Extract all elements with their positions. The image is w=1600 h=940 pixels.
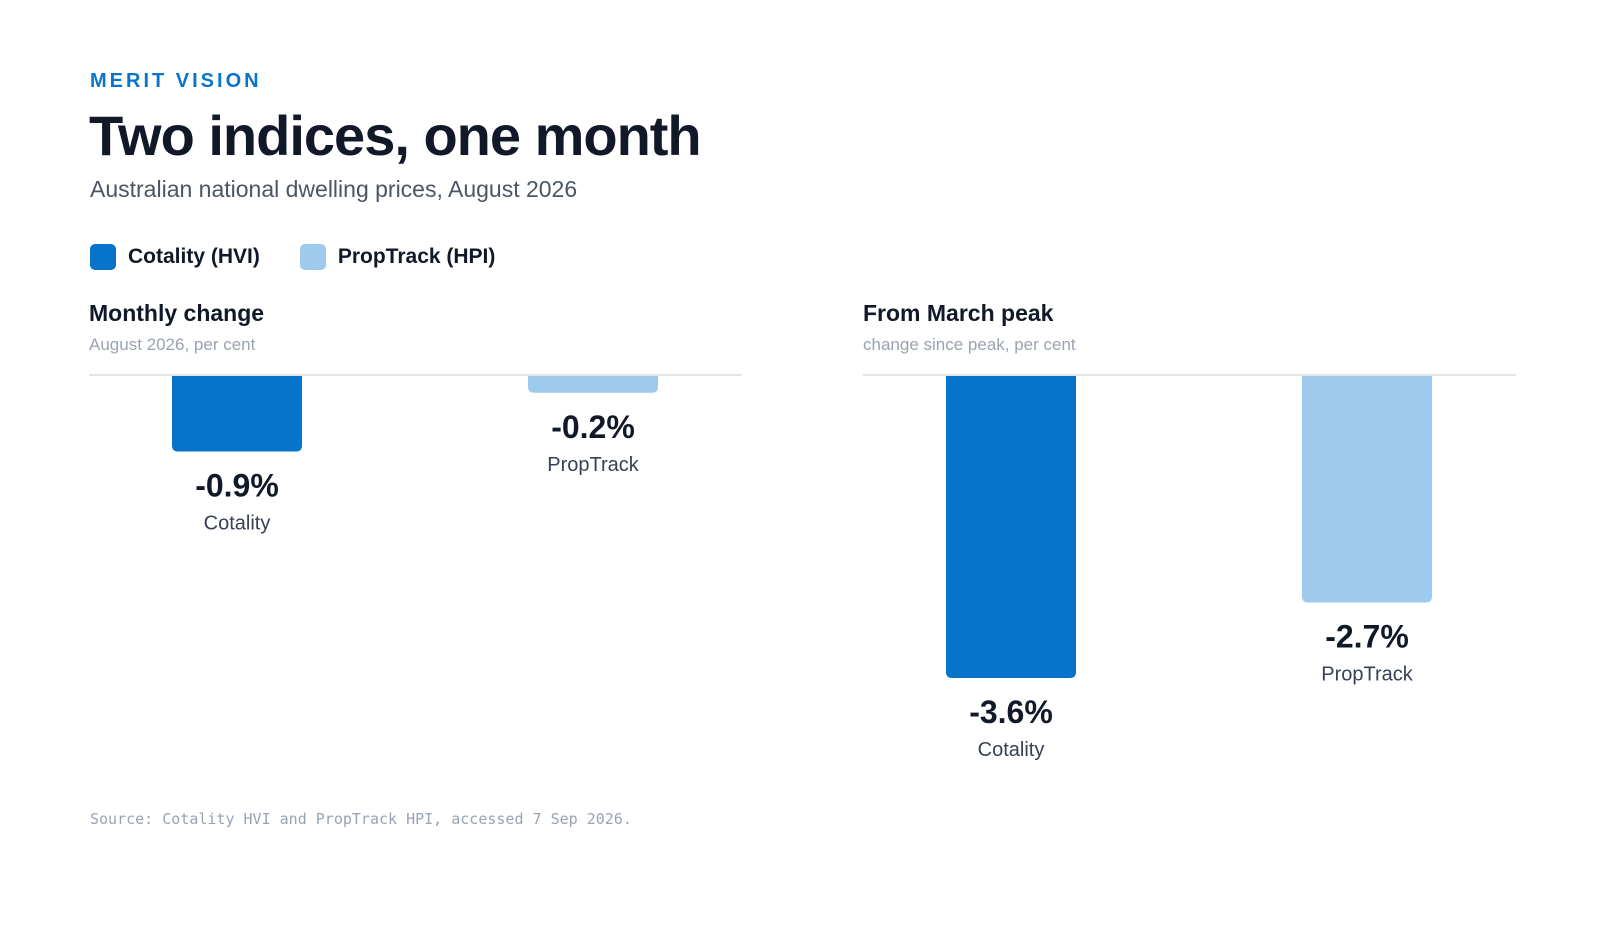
chart-subtitle: August 2026, per cent bbox=[89, 335, 256, 354]
legend-swatch-proptrack bbox=[299, 244, 326, 270]
page-subtitle: Australian national dwelling prices, Aug… bbox=[90, 176, 578, 202]
legend: Cotality (HVI) PropTrack (HPI) bbox=[90, 244, 535, 270]
chart-subtitle: change since peak, per cent bbox=[863, 335, 1076, 354]
value-label: -0.2% bbox=[551, 409, 635, 445]
value-label: -2.7% bbox=[1325, 619, 1409, 655]
bar-proptrack bbox=[528, 376, 658, 393]
chart-title: From March peak bbox=[863, 300, 1054, 326]
chart-panel-monthly-change: Monthly change August 2026, per cent -0.… bbox=[89, 300, 742, 770]
bar-cotality bbox=[172, 376, 302, 452]
legend-item-proptrack: PropTrack (HPI) bbox=[299, 244, 496, 270]
chart-title: Monthly change bbox=[89, 300, 265, 326]
category-label: PropTrack bbox=[1321, 664, 1414, 686]
legend-label-proptrack: PropTrack (HPI) bbox=[337, 245, 496, 268]
category-label: PropTrack bbox=[547, 454, 640, 476]
bar-proptrack bbox=[1302, 376, 1432, 603]
chart-from-peak: -3.6% Cotality -2.7% PropTrack bbox=[863, 374, 1516, 761]
category-label: Cotality bbox=[204, 513, 271, 535]
category-label: Cotality bbox=[978, 739, 1045, 761]
brand-label: MERIT VISION bbox=[90, 70, 262, 92]
bar-cotality bbox=[946, 376, 1076, 678]
legend-swatch-cotality bbox=[90, 244, 116, 270]
page-title: Two indices, one month bbox=[89, 104, 702, 167]
source-note: Source: Cotality HVI and PropTrack HPI, … bbox=[90, 810, 632, 828]
legend-item-cotality: Cotality (HVI) bbox=[90, 244, 260, 270]
chart-monthly-change: -0.9% Cotality -0.2% PropTrack bbox=[89, 374, 742, 535]
value-label: -0.9% bbox=[195, 468, 279, 504]
value-label: -3.6% bbox=[969, 694, 1053, 730]
chart-panel-from-peak: From March peak change since peak, per c… bbox=[863, 300, 1516, 770]
legend-label-cotality: Cotality (HVI) bbox=[128, 245, 260, 268]
